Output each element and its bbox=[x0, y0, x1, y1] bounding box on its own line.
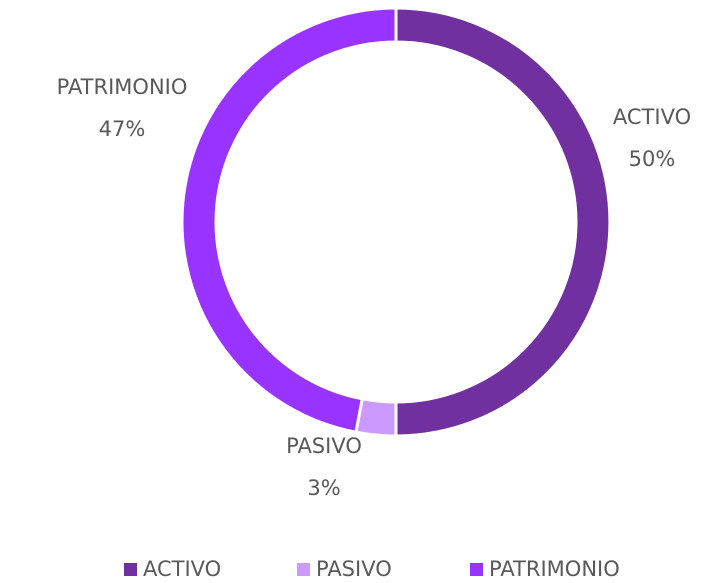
legend-label: PATRIMONIO bbox=[489, 557, 620, 581]
legend-label: ACTIVO bbox=[143, 557, 221, 581]
donut-slice bbox=[394, 6, 612, 438]
data-label-value: 50% bbox=[629, 147, 676, 171]
data-label-name: ACTIVO bbox=[613, 105, 691, 129]
data-label-name: PATRIMONIO bbox=[57, 75, 188, 99]
legend-label: PASIVO bbox=[316, 557, 392, 581]
legend-swatch bbox=[124, 563, 137, 576]
legend-swatch bbox=[297, 563, 310, 576]
donut-slice bbox=[180, 6, 398, 434]
legend-swatch bbox=[470, 563, 483, 576]
data-label-value: 3% bbox=[307, 476, 340, 500]
data-label-name: PASIVO bbox=[286, 434, 362, 458]
data-label-value: 47% bbox=[99, 117, 146, 141]
